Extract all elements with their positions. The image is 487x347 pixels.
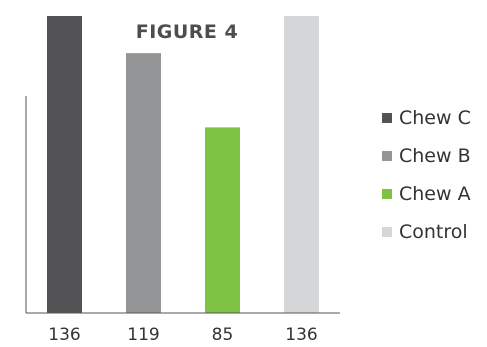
- legend-swatch: [382, 227, 392, 237]
- legend: Chew C Chew B Chew A Control: [382, 99, 471, 251]
- x-tick-labels: 136 119 85 136: [48, 325, 317, 345]
- legend-swatch: [382, 113, 392, 123]
- x-tick-label: 136: [48, 325, 80, 345]
- bar-group: [47, 16, 319, 313]
- legend-swatch: [382, 151, 392, 161]
- legend-item: Chew B: [382, 137, 471, 175]
- x-tick-label: 85: [212, 325, 234, 345]
- legend-item: Chew A: [382, 175, 471, 213]
- bar-chew-a: [205, 127, 240, 313]
- x-tick-label: 136: [285, 325, 317, 345]
- bar-control: [284, 16, 319, 313]
- bar-chew-c: [47, 16, 82, 313]
- legend-item: Chew C: [382, 99, 471, 137]
- legend-label: Control: [399, 221, 468, 243]
- bar-chew-b: [126, 53, 161, 313]
- legend-label: Chew B: [399, 145, 471, 167]
- legend-swatch: [382, 189, 392, 199]
- legend-label: Chew A: [399, 183, 471, 205]
- x-tick-label: 119: [127, 325, 159, 345]
- legend-label: Chew C: [399, 107, 471, 129]
- title-background: [118, 16, 256, 46]
- chart-title: FIGURE 4: [136, 21, 239, 43]
- legend-item: Control: [382, 213, 471, 251]
